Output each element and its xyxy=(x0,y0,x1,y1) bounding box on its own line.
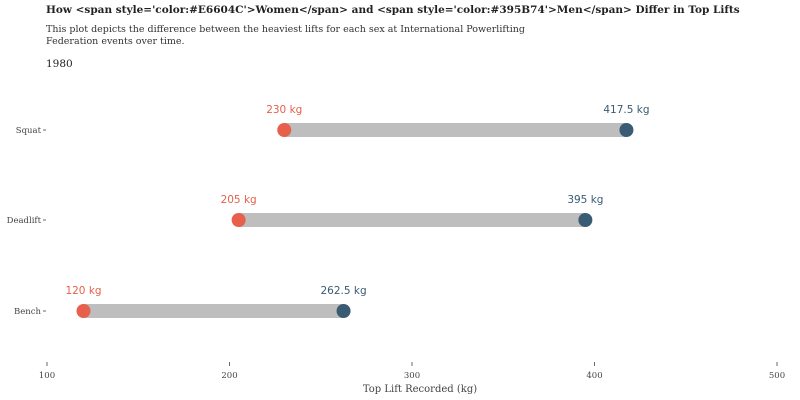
year-label: 1980 xyxy=(46,58,73,70)
value-label-men-squat: 417.5 kg xyxy=(603,104,649,116)
point-men-squat xyxy=(619,123,634,137)
value-label-men-bench: 262.5 kg xyxy=(320,285,366,297)
point-men-deadlift xyxy=(578,213,593,227)
value-label-men-deadlift: 395 kg xyxy=(567,194,603,206)
x-tick-label-200: 200 xyxy=(221,371,237,381)
chart-subtitle: This plot depicts the difference between… xyxy=(46,24,525,47)
chart-title: How <span style='color:#E6604C'>Women</s… xyxy=(46,4,740,16)
value-label-women-bench: 120 kg xyxy=(65,285,101,297)
point-women-bench xyxy=(76,304,91,318)
y-tick-label-deadlift: Deadlift xyxy=(7,216,42,226)
x-tick-label-500: 500 xyxy=(769,371,785,381)
value-label-women-deadlift: 205 kg xyxy=(221,194,257,206)
x-tick-label-100: 100 xyxy=(39,371,55,381)
point-women-deadlift xyxy=(231,213,246,227)
value-label-women-squat: 230 kg xyxy=(266,104,302,116)
point-women-squat xyxy=(277,123,292,137)
point-men-bench xyxy=(336,304,351,318)
x-tick-label-400: 400 xyxy=(586,371,602,381)
x-tick-label-300: 300 xyxy=(404,371,420,381)
y-tick-label-bench: Bench xyxy=(14,307,42,317)
x-axis-title: Top Lift Recorded (kg) xyxy=(363,384,477,395)
y-tick-label-squat: Squat xyxy=(16,126,42,136)
